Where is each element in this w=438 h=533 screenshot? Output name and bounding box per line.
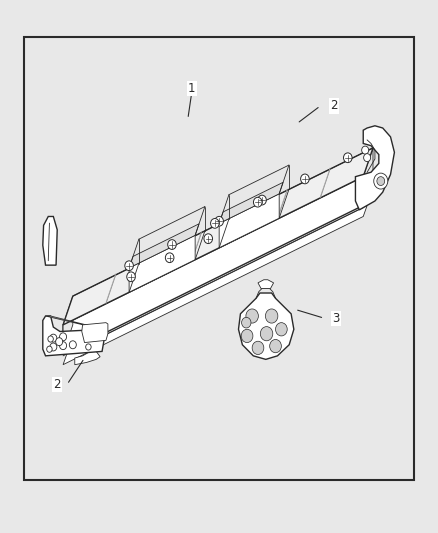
Circle shape [265, 309, 278, 323]
Circle shape [215, 216, 223, 226]
Circle shape [86, 344, 91, 350]
Circle shape [166, 253, 174, 263]
Circle shape [246, 309, 258, 323]
Circle shape [343, 153, 352, 163]
Circle shape [252, 341, 264, 354]
Circle shape [60, 342, 67, 350]
Polygon shape [75, 351, 100, 365]
Text: 3: 3 [332, 312, 339, 325]
Polygon shape [63, 176, 363, 353]
Circle shape [204, 234, 212, 244]
Circle shape [300, 174, 309, 184]
Circle shape [260, 327, 273, 341]
Polygon shape [258, 280, 274, 288]
Circle shape [377, 176, 385, 185]
Circle shape [48, 336, 53, 342]
Polygon shape [238, 293, 294, 359]
Text: 2: 2 [53, 378, 61, 391]
Polygon shape [355, 126, 394, 210]
Circle shape [211, 219, 219, 228]
Circle shape [241, 329, 253, 343]
Circle shape [125, 261, 134, 271]
Polygon shape [63, 148, 373, 325]
Circle shape [168, 240, 176, 249]
Circle shape [364, 154, 371, 161]
Circle shape [362, 146, 369, 154]
Polygon shape [63, 296, 73, 353]
Circle shape [374, 173, 388, 189]
Polygon shape [43, 216, 57, 265]
Circle shape [276, 322, 287, 336]
Circle shape [60, 333, 67, 341]
Circle shape [50, 343, 57, 351]
Polygon shape [63, 205, 367, 365]
Polygon shape [129, 224, 199, 268]
Polygon shape [129, 236, 195, 292]
Polygon shape [46, 316, 104, 329]
Circle shape [242, 317, 251, 328]
Text: 2: 2 [330, 99, 338, 112]
Circle shape [50, 334, 57, 342]
Polygon shape [82, 322, 108, 343]
Circle shape [270, 340, 281, 353]
Circle shape [258, 195, 266, 205]
Polygon shape [43, 316, 104, 356]
Circle shape [47, 346, 52, 352]
Polygon shape [363, 148, 373, 205]
Polygon shape [219, 182, 283, 223]
Polygon shape [219, 194, 279, 248]
Circle shape [254, 197, 262, 207]
Text: 1: 1 [188, 82, 195, 95]
Circle shape [69, 341, 76, 349]
Circle shape [127, 272, 135, 281]
Circle shape [56, 338, 63, 346]
